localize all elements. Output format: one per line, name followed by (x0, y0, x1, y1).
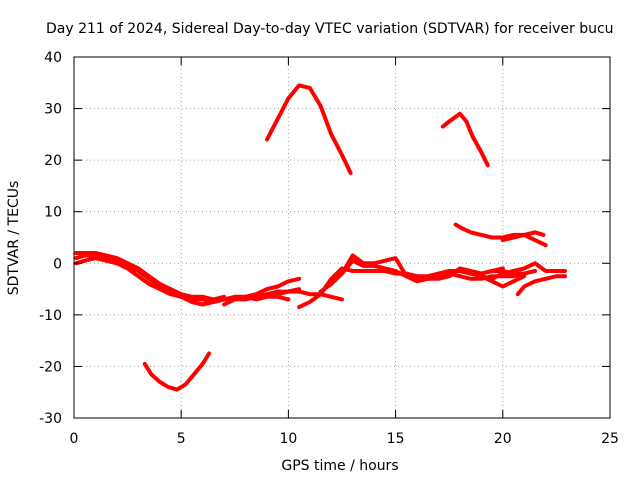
x-tick-labels: 0 5 10 15 20 25 (70, 431, 619, 447)
x-tick-label: 0 (70, 431, 79, 447)
series-arc-11 (440, 111, 490, 168)
data-series (74, 83, 567, 392)
y-tick-label: -10 (39, 308, 62, 324)
x-tick-label: 10 (279, 431, 297, 447)
y-axis-label: SDTVAR / TECUs (6, 181, 22, 296)
y-tick-label: 30 (44, 102, 62, 118)
x-axis-label: GPS time / hours (281, 458, 398, 474)
y-tick-label: 40 (44, 50, 62, 66)
series-arc-3 (74, 251, 227, 302)
y-tick-label: -20 (39, 359, 62, 375)
y-tick-label: -30 (39, 411, 62, 427)
series-arc-16 (479, 274, 527, 289)
series-arc-4 (142, 351, 212, 392)
x-tick-label: 20 (494, 431, 512, 447)
series-arc-12 (453, 222, 548, 248)
x-tick-label: 25 (601, 431, 619, 447)
series-arc-15 (515, 274, 567, 297)
y-tick-labels: -30 -20 -10 0 10 20 30 40 (39, 50, 62, 427)
series-arc-8 (297, 266, 527, 310)
series-arc-10 (340, 253, 505, 284)
chart-title: Day 211 of 2024, Sidereal Day-to-day VTE… (46, 21, 614, 37)
y-tick-label: 10 (44, 205, 62, 221)
axis-ticks (73, 56, 611, 419)
series-arc-2 (74, 256, 291, 307)
series-arc-6 (254, 289, 344, 302)
y-tick-label: 0 (53, 256, 62, 272)
x-tick-label: 15 (387, 431, 405, 447)
series-arc-5 (222, 276, 302, 307)
grid-lines (74, 57, 610, 418)
series-arc-13 (500, 230, 546, 243)
y-tick-label: 20 (44, 153, 62, 169)
plot-frame (73, 56, 611, 419)
x-tick-label: 5 (177, 431, 186, 447)
series-arc-14 (457, 261, 567, 281)
series-arc-7 (265, 83, 353, 175)
